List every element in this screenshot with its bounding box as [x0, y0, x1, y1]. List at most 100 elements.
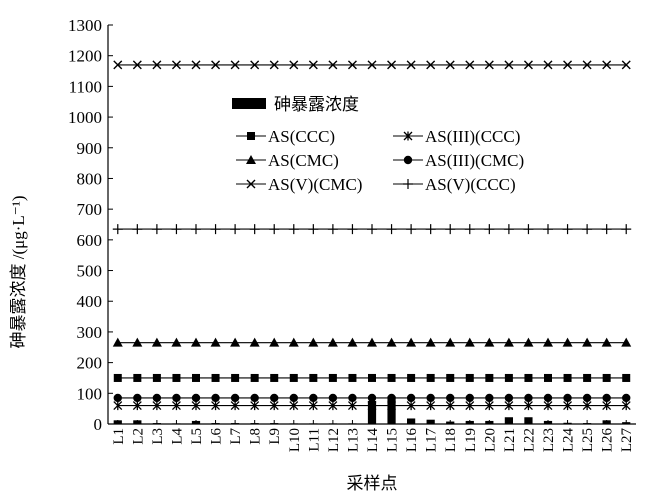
series-5-point-L26 — [601, 224, 612, 235]
x-tick-label: L21 — [502, 428, 518, 452]
series-5-point-L12 — [327, 224, 338, 235]
series-1-point-L18 — [445, 401, 455, 411]
series-2-point-L24 — [562, 337, 573, 347]
series-4-point-L8 — [250, 60, 260, 70]
series-4-point-L22 — [523, 60, 533, 70]
series-0-point-L21 — [504, 373, 513, 382]
series-0-point-L18 — [446, 373, 455, 382]
series-5-point-L20 — [484, 224, 495, 235]
series-5-point-L9 — [269, 224, 280, 235]
series-3-point-L13 — [348, 393, 357, 403]
series-4-point-L25 — [582, 60, 592, 70]
y-tick-label: 100 — [77, 384, 103, 403]
series-4-point-L15 — [387, 60, 397, 70]
series-1-point-L23 — [543, 401, 553, 411]
x-tick-label: L14 — [365, 428, 381, 453]
series-0-point-L14 — [368, 373, 376, 382]
legend-label: AS(V)(CCC) — [425, 175, 516, 194]
y-tick-label: 700 — [77, 200, 103, 219]
series-4-point-L26 — [602, 60, 612, 70]
series-3-point-L2 — [133, 393, 142, 403]
series-3-point-L26 — [602, 393, 611, 403]
series-2-point-L20 — [484, 337, 495, 347]
series-0-point-L20 — [485, 373, 494, 382]
series-2-point-L21 — [503, 337, 514, 347]
series-2-point-L14 — [367, 337, 377, 347]
series-0-point-L17 — [426, 373, 435, 382]
series-5-point-L18 — [445, 224, 456, 235]
y-tick-label: 1100 — [69, 77, 102, 96]
series-2-point-L2 — [132, 337, 143, 347]
series-0-point-L16 — [407, 373, 416, 382]
series-4-point-L23 — [543, 60, 553, 70]
series-3-point-L1 — [113, 393, 122, 403]
series-4-point-L17 — [426, 60, 436, 70]
series-0-point-L15 — [387, 373, 396, 382]
x-tick-label: L12 — [326, 428, 342, 452]
legend-label: AS(III)(CCC) — [425, 127, 520, 146]
series-1-point-L4 — [171, 401, 181, 411]
series-2-point-L10 — [288, 337, 299, 347]
series-2-point-L3 — [151, 337, 162, 347]
series-2-point-L26 — [601, 337, 612, 347]
series-0-point-L2 — [133, 373, 142, 382]
y-tick-label: 1000 — [68, 108, 102, 127]
series-0-point-L23 — [544, 373, 552, 382]
series-0-point-L9 — [270, 373, 279, 382]
series-0-point-L1 — [113, 373, 122, 382]
series-4-point-L14 — [367, 60, 377, 70]
legend-marker-2 — [246, 155, 256, 164]
x-tick-label: L4 — [169, 428, 185, 445]
series-4-point-L1 — [113, 60, 123, 70]
legend-marker-1 — [403, 131, 413, 141]
series-4-point-L20 — [484, 60, 494, 70]
x-tick-label: L5 — [189, 428, 205, 445]
series-4-point-L19 — [465, 60, 475, 70]
series-3-point-L15 — [387, 393, 396, 403]
x-tick-label: L17 — [424, 428, 440, 453]
x-tick-label: L9 — [267, 428, 283, 445]
series-2-point-L27 — [621, 337, 632, 347]
series-0-point-L24 — [563, 373, 572, 382]
series-4-point-L9 — [269, 60, 279, 70]
x-tick-label: L7 — [228, 428, 244, 445]
legend-label: AS(III)(CMC) — [425, 151, 524, 170]
y-axis-title: 砷暴露浓度 /(μg·L⁻¹) — [9, 195, 28, 348]
y-tick-label: 200 — [77, 354, 103, 373]
series-5-point-L16 — [406, 224, 417, 235]
series-4-point-L6 — [211, 60, 221, 70]
y-tick-label: 800 — [77, 169, 103, 188]
x-tick-label: L26 — [600, 428, 616, 453]
series-0-point-L6 — [211, 373, 220, 382]
series-5-point-L27 — [621, 224, 632, 235]
series-3-point-L25 — [582, 393, 592, 403]
series-0-point-L12 — [328, 373, 337, 382]
series-5-point-L24 — [562, 224, 573, 235]
bar-L15 — [387, 396, 396, 424]
x-tick-label: L22 — [521, 428, 537, 452]
series-5-point-L15 — [386, 224, 397, 235]
series-5-point-L2 — [132, 224, 143, 235]
series-3-point-L22 — [524, 393, 533, 403]
series-1-point-L27 — [621, 401, 631, 411]
series-2-point-L18 — [445, 337, 456, 347]
series-3-point-L20 — [485, 393, 494, 403]
x-tick-label: L27 — [619, 428, 635, 453]
x-tick-label: L19 — [463, 428, 479, 452]
series-1-point-L3 — [152, 401, 162, 411]
series-0-point-L22 — [524, 373, 533, 382]
series-1-point-L22 — [523, 401, 533, 411]
series-2-point-L1 — [112, 337, 123, 347]
series-5-point-L5 — [191, 224, 201, 235]
series-3-point-L10 — [289, 393, 298, 403]
series-4-point-L13 — [347, 60, 357, 70]
series-1-point-L8 — [250, 401, 260, 411]
series-3-point-L12 — [328, 393, 338, 403]
series-3-point-L4 — [172, 393, 181, 403]
series-3-point-L11 — [309, 393, 318, 403]
series-1-point-L5 — [191, 401, 201, 411]
legend-label: AS(CMC) — [268, 151, 339, 170]
y-tick-label: 0 — [94, 415, 103, 434]
legend: 砷暴露浓度 AS(CCC) AS(III)(CCC) AS(CMC) AS(III)(C… — [232, 95, 524, 194]
x-tick-label: L1 — [111, 428, 127, 445]
